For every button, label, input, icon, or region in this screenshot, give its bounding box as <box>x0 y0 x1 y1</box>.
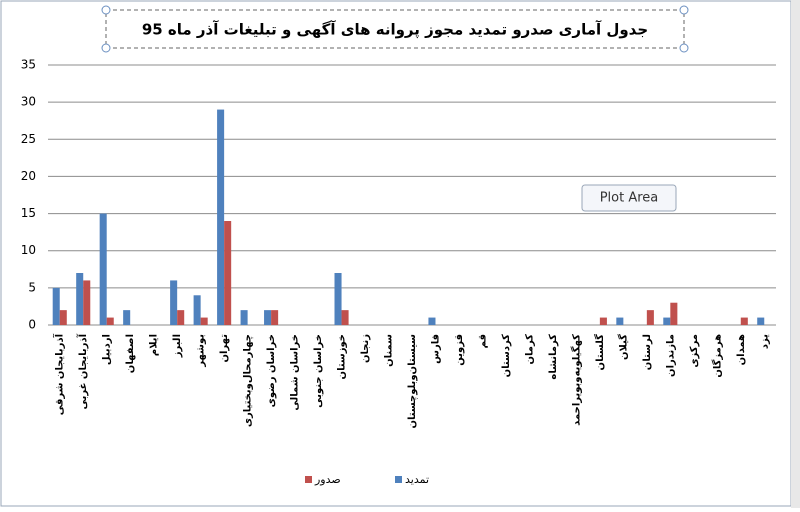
bar <box>224 221 232 325</box>
x-tick-label: مازندران <box>665 334 676 377</box>
bar <box>334 273 342 325</box>
bar <box>59 310 67 325</box>
x-tick-label: کهگیلویه‌وبویراحمد <box>569 334 582 426</box>
bar <box>99 213 107 325</box>
x-tick-label: فارس <box>430 334 441 364</box>
bar <box>740 317 748 325</box>
x-tick-label: البرز <box>172 334 183 358</box>
bar <box>170 280 178 325</box>
x-tick-label: هرمزگان <box>710 334 723 378</box>
y-tick-label: 5 <box>28 280 36 294</box>
bar <box>52 287 60 325</box>
scrollbar <box>791 0 800 508</box>
bar <box>646 310 654 325</box>
bar <box>670 302 678 325</box>
x-tick-label: سمنان <box>384 334 395 367</box>
bar <box>757 317 765 325</box>
bar <box>123 310 131 325</box>
handle <box>679 5 689 15</box>
bar <box>616 317 624 325</box>
bar <box>599 317 607 325</box>
x-tick-label: قم <box>477 334 488 348</box>
y-tick-label: 20 <box>21 169 36 183</box>
bar <box>193 295 201 325</box>
bar <box>76 273 84 325</box>
bar <box>341 310 349 325</box>
x-tick-label: سیستان‌وبلوچستان <box>407 334 418 429</box>
x-tick-label: زنجان <box>360 334 371 363</box>
handle <box>679 43 689 53</box>
title-box <box>105 9 685 49</box>
x-tick-label: کرمان <box>524 334 535 365</box>
bar <box>83 280 91 325</box>
x-tick-label: بوشهر <box>196 334 207 368</box>
bar <box>264 310 272 325</box>
bar <box>217 109 225 325</box>
x-tick-label: آذربایجان شرقی <box>53 333 66 415</box>
x-tick-label: خراسان جنوبی <box>313 334 324 408</box>
bar <box>177 310 185 325</box>
bar <box>663 317 671 325</box>
tooltip: Plot Area <box>600 191 659 206</box>
legend-swatch <box>305 476 312 483</box>
y-tick-label: 30 <box>21 95 36 109</box>
legend-label: تمدید <box>405 473 429 486</box>
y-tick-label: 35 <box>21 58 36 72</box>
bar <box>200 317 208 325</box>
bar <box>106 317 114 325</box>
y-tick-label: 25 <box>21 132 36 146</box>
legend-swatch <box>395 476 402 483</box>
tooltip-box <box>581 184 677 212</box>
x-tick-label: چهارمحال‌وبختیاری <box>243 334 254 427</box>
y-tick-label: 0 <box>28 318 36 332</box>
y-tick-label: 15 <box>21 206 36 220</box>
y-tick-label: 10 <box>21 243 36 257</box>
bar <box>428 317 436 325</box>
x-tick-label: آذربایجان غربی <box>76 333 89 409</box>
x-tick-label: همدان <box>736 334 747 365</box>
x-tick-label: کردستان <box>501 334 512 378</box>
x-tick-label: خراسان شمالی <box>290 334 301 411</box>
x-tick-label: ایلام <box>149 334 160 356</box>
x-tick-label: مرکزی <box>689 334 700 368</box>
x-tick-label: گیلان <box>616 334 629 360</box>
x-tick-label: لرستان <box>642 334 653 370</box>
x-tick-label: کرمانشاه <box>548 334 559 380</box>
x-tick-label: خوزستان <box>337 334 348 379</box>
x-tick-label: خراسان رضوی <box>266 334 277 407</box>
x-tick-label: اردبیل <box>102 334 113 365</box>
x-tick-label: قزوین <box>454 334 465 366</box>
handle <box>101 43 111 53</box>
bar <box>240 310 248 325</box>
x-tick-label: تهران <box>219 334 230 363</box>
x-tick-label: اصفهان <box>125 334 136 373</box>
bar <box>271 310 279 325</box>
x-tick-label: یزد <box>759 334 770 349</box>
chart-title: جدول آماری صدرو تمدید مجوز پروانه های آگ… <box>142 21 648 40</box>
x-tick-label: گلستان <box>593 334 606 371</box>
handle <box>101 5 111 15</box>
legend-label: صدور <box>314 473 341 486</box>
